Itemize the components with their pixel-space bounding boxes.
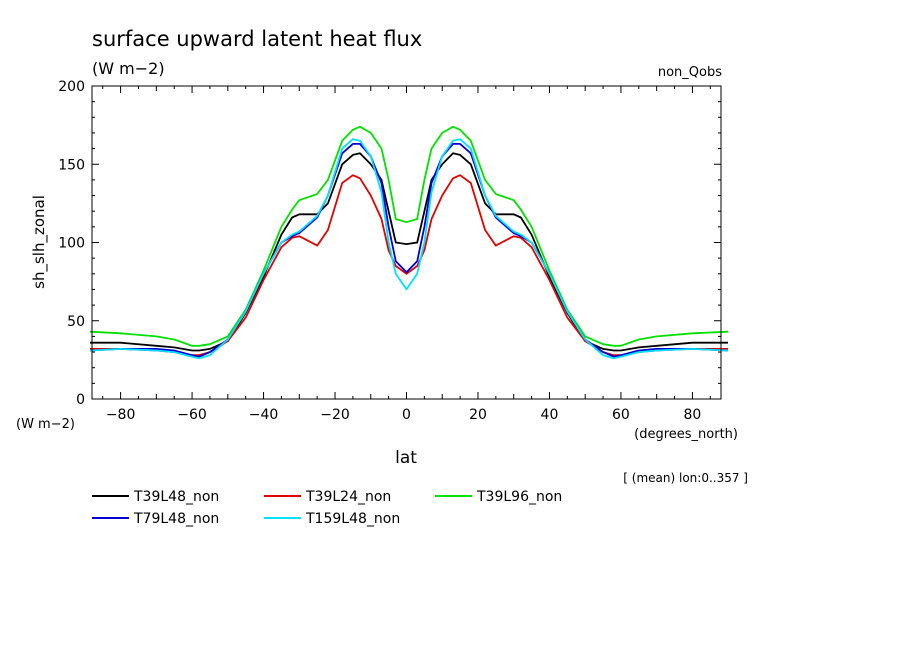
plot-frame: [91, 85, 722, 400]
series-line-t39l96-non: [89, 125, 729, 347]
experiment-label: non_Qobs: [658, 65, 722, 80]
series-line-t79l48-non: [89, 142, 729, 358]
axis-ticks: −80 −60 −40 −20 0 20 40 60 80 0 50 100 150 200: [58, 79, 721, 423]
series-line-t39l48-non: [90, 152, 728, 352]
legend-label: T159L48_non: [305, 511, 400, 527]
chart-subtitle: (W m−2): [92, 59, 165, 78]
legend: T39L48_non T39L24_non T39L96_non T79L48_non…: [92, 489, 562, 527]
legend-label: T39L24_non: [305, 489, 391, 505]
averaging-annotation: [ (mean) lon:0..357 ]: [623, 471, 748, 485]
series-line-t159l48-non: [89, 138, 729, 360]
legend-label: T39L96_non: [476, 489, 562, 505]
y-tick-label: 100: [58, 236, 85, 252]
y-tick-label: 50: [67, 314, 85, 330]
y-axis-label: sh_slh_zonal: [30, 195, 49, 289]
series-lines: [89, 125, 729, 360]
y-tick-label: 0: [76, 392, 85, 408]
x-tick-label: 80: [683, 407, 701, 423]
x-tick-label: −40: [249, 407, 279, 423]
legend-label: T39L48_non: [133, 489, 219, 505]
x-tick-label: 40: [541, 407, 559, 423]
y-axis-units: (W m−2): [16, 417, 75, 432]
x-axis-units: (degrees_north): [634, 427, 738, 442]
x-tick-label: −20: [320, 407, 350, 423]
y-tick-label: 150: [58, 157, 85, 173]
x-tick-label: −80: [106, 407, 136, 423]
x-tick-label: 20: [469, 407, 487, 423]
x-tick-label: 0: [402, 407, 411, 423]
x-tick-label: 60: [612, 407, 630, 423]
x-axis-label: lat: [395, 448, 417, 468]
x-tick-label: −60: [177, 407, 207, 423]
series-line-t39l24-non: [90, 174, 728, 357]
chart-title: surface upward latent heat flux: [92, 27, 422, 51]
legend-label: T79L48_non: [133, 511, 219, 527]
y-tick-label: 200: [58, 79, 85, 95]
